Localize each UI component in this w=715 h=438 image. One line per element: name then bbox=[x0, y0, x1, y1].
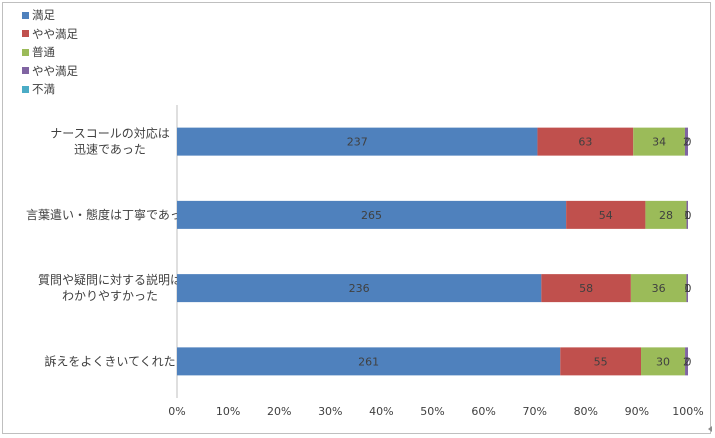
data-label: 55 bbox=[594, 355, 608, 368]
bar-segment bbox=[177, 200, 567, 229]
legend-label: やや満足 bbox=[32, 63, 78, 78]
bar-segment bbox=[633, 127, 685, 156]
bar-segment bbox=[177, 274, 542, 303]
bar-segment bbox=[686, 274, 688, 303]
data-label: 34 bbox=[652, 136, 666, 149]
category-label: ナースコールの対応は bbox=[50, 127, 169, 141]
legend-item: 満足 bbox=[22, 6, 78, 25]
bar-segment bbox=[566, 200, 646, 229]
legend-label: やや満足 bbox=[32, 26, 78, 41]
category-label: 迅速であった bbox=[74, 143, 146, 157]
legend-item: やや満足 bbox=[22, 25, 78, 44]
bar-segment bbox=[684, 127, 688, 156]
x-tick-label: 50% bbox=[420, 405, 444, 418]
data-label: 58 bbox=[579, 282, 593, 295]
data-label: 0 bbox=[685, 136, 692, 149]
x-tick-label: 60% bbox=[471, 405, 495, 418]
scroll-arrow-icon[interactable] bbox=[708, 426, 712, 432]
data-label: 2 bbox=[683, 136, 690, 149]
legend-label: 不満 bbox=[32, 82, 55, 97]
legend-item: 普通 bbox=[22, 43, 78, 62]
bar-segment bbox=[686, 200, 688, 229]
bar-segment bbox=[541, 274, 631, 303]
data-label: 236 bbox=[349, 282, 370, 295]
data-label: 237 bbox=[347, 136, 368, 149]
bar-segment bbox=[177, 127, 538, 156]
x-tick-label: 30% bbox=[318, 405, 342, 418]
category-label: わかりやすかった bbox=[62, 289, 158, 303]
category-label: 訴えをよくきいてくれた bbox=[44, 353, 175, 368]
x-tick-label: 10% bbox=[216, 405, 240, 418]
data-label: 54 bbox=[599, 209, 613, 222]
legend-swatch bbox=[22, 30, 29, 38]
x-tick-label: 40% bbox=[369, 405, 393, 418]
data-label: 261 bbox=[358, 355, 379, 368]
bar-segment bbox=[630, 274, 687, 303]
x-tick-label: 0% bbox=[168, 405, 185, 418]
data-label: 36 bbox=[652, 282, 666, 295]
legend-label: 満足 bbox=[32, 8, 55, 23]
x-tick-label: 70% bbox=[522, 405, 546, 418]
legend-swatch bbox=[22, 48, 29, 56]
bar-segment bbox=[177, 347, 561, 376]
x-tick-label: 20% bbox=[267, 405, 291, 418]
x-tick-label: 90% bbox=[625, 405, 649, 418]
bar-segment bbox=[641, 347, 686, 376]
data-label: 1 bbox=[684, 282, 691, 295]
bar-segment bbox=[645, 200, 687, 229]
legend-item: やや満足 bbox=[22, 62, 78, 81]
bar-segment bbox=[537, 127, 634, 156]
data-label: 30 bbox=[656, 355, 670, 368]
bar-segment bbox=[560, 347, 642, 376]
legend-swatch bbox=[22, 85, 29, 93]
data-label: 265 bbox=[361, 209, 382, 222]
legend-swatch bbox=[22, 11, 29, 19]
data-label: 2 bbox=[683, 355, 690, 368]
data-label: 28 bbox=[659, 209, 673, 222]
data-label: 63 bbox=[578, 136, 592, 149]
category-label: 言葉遣い・態度は丁寧であった bbox=[26, 207, 194, 222]
legend-label: 普通 bbox=[32, 45, 55, 60]
data-label: 0 bbox=[685, 209, 692, 222]
data-label: 0 bbox=[685, 355, 692, 368]
x-tick-label: 100% bbox=[672, 405, 703, 418]
data-label: 0 bbox=[685, 282, 692, 295]
legend: 満足 やや満足 普通 やや満足 不満 bbox=[22, 6, 78, 99]
bar-segment bbox=[685, 347, 688, 376]
legend-swatch bbox=[22, 67, 29, 75]
legend-item: 不満 bbox=[22, 80, 78, 99]
data-label: 1 bbox=[684, 209, 691, 222]
category-label: 質問や疑問に対する説明は bbox=[38, 272, 182, 287]
x-tick-label: 80% bbox=[574, 405, 598, 418]
